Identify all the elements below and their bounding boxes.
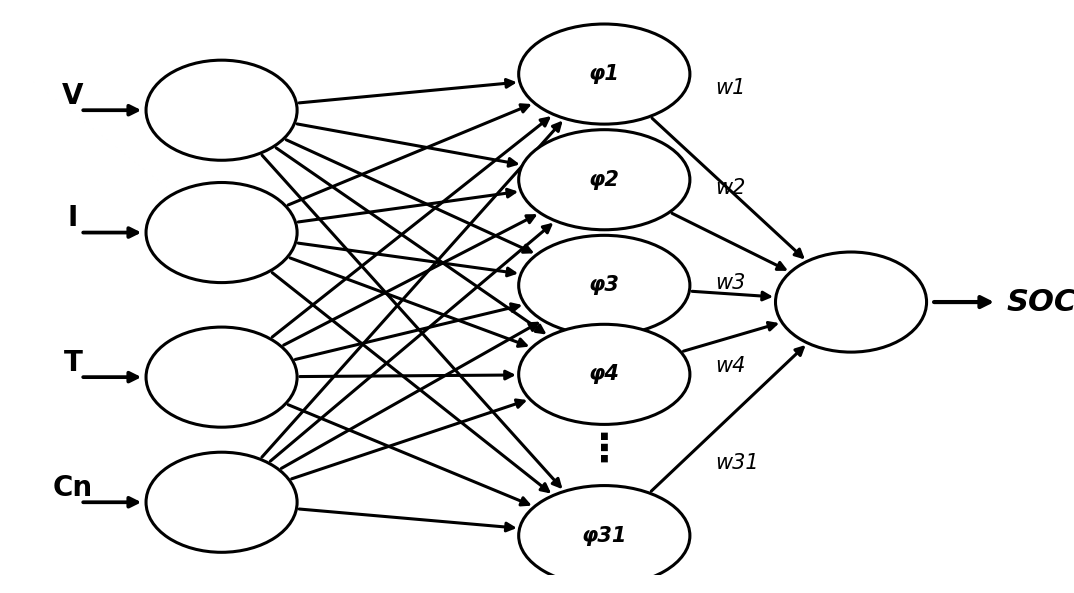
Ellipse shape xyxy=(519,130,690,229)
Text: T: T xyxy=(63,349,83,377)
Text: Cn: Cn xyxy=(53,474,93,502)
Text: V: V xyxy=(62,82,84,110)
Ellipse shape xyxy=(519,324,690,425)
Ellipse shape xyxy=(146,452,297,552)
Text: ⋮: ⋮ xyxy=(585,431,624,468)
Ellipse shape xyxy=(146,183,297,283)
Text: φ4: φ4 xyxy=(589,364,620,384)
Ellipse shape xyxy=(146,327,297,427)
Text: w4: w4 xyxy=(715,356,745,376)
Ellipse shape xyxy=(519,24,690,124)
Text: I: I xyxy=(68,205,78,232)
Text: w31: w31 xyxy=(715,453,758,473)
Text: SOC: SOC xyxy=(1006,288,1074,317)
Text: w1: w1 xyxy=(715,78,745,98)
Text: φ1: φ1 xyxy=(589,64,620,84)
Text: φ2: φ2 xyxy=(589,170,620,190)
Ellipse shape xyxy=(519,235,690,336)
Text: φ31: φ31 xyxy=(582,525,627,546)
Text: w2: w2 xyxy=(715,178,745,198)
Text: φ3: φ3 xyxy=(589,275,620,295)
Ellipse shape xyxy=(519,486,690,586)
Ellipse shape xyxy=(775,252,927,352)
Text: w3: w3 xyxy=(715,273,745,292)
Ellipse shape xyxy=(146,60,297,160)
